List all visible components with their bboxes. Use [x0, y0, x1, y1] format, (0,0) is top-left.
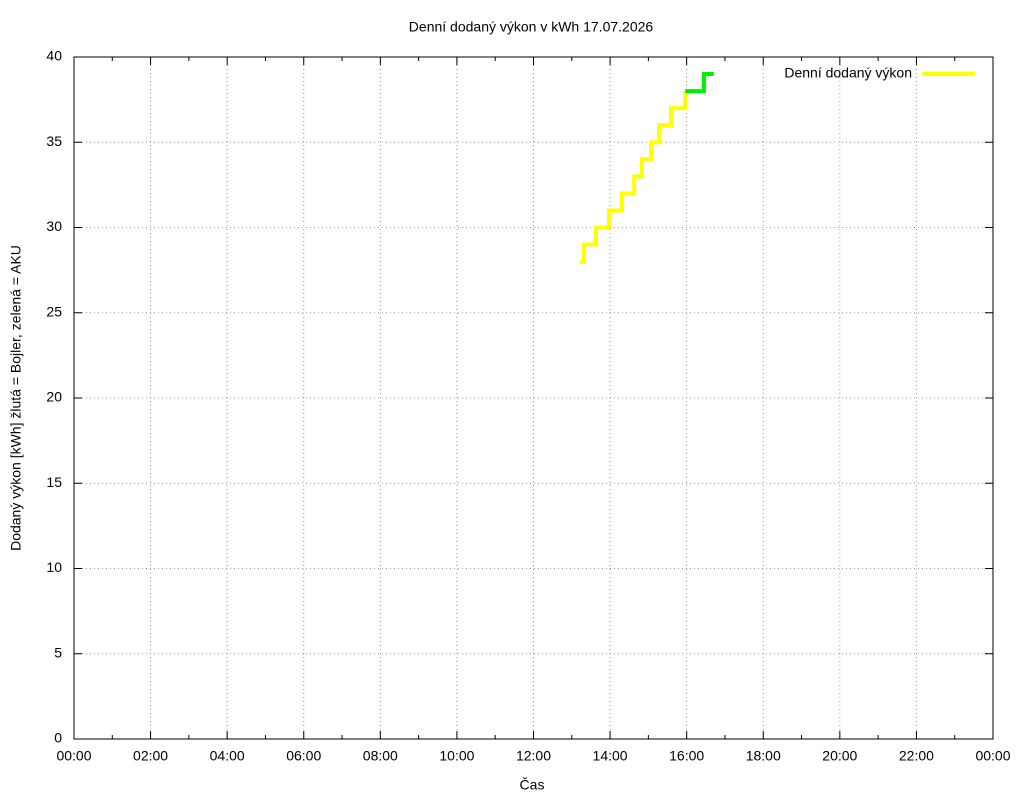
y-tick-label: 15	[46, 474, 62, 490]
x-tick-label: 06:00	[286, 748, 321, 764]
y-tick-label: 10	[46, 559, 62, 575]
chart-title: Denní dodaný výkon v kWh 17.07.2026	[409, 19, 654, 35]
series-line	[685, 72, 714, 94]
x-tick-label: 08:00	[363, 748, 398, 764]
x-tick-label: 04:00	[210, 748, 245, 764]
x-tick-label: 22:00	[899, 748, 934, 764]
y-axis-label: Dodaný výkon [kWh] žlutá = Bojler, zelen…	[8, 245, 24, 551]
y-tick-label: 25	[46, 303, 62, 319]
plot-frame	[73, 56, 994, 740]
x-tick-label: 20:00	[822, 748, 857, 764]
legend-label: Denní dodaný výkon	[784, 65, 912, 81]
x-tick-label: 02:00	[133, 748, 168, 764]
x-tick-label: 10:00	[439, 748, 474, 764]
x-axis-label: Čas	[520, 777, 545, 793]
y-tick-label: 30	[46, 218, 62, 234]
x-tick-label: 00:00	[975, 748, 1010, 764]
y-tick-label: 40	[46, 48, 62, 64]
y-tick-label: 35	[46, 133, 62, 149]
x-tick-label: 16:00	[669, 748, 704, 764]
x-tick-label: 00:00	[56, 748, 91, 764]
x-tick-label: 18:00	[746, 748, 781, 764]
x-tick-label: 12:00	[516, 748, 551, 764]
y-tick-label: 0	[54, 730, 62, 746]
y-tick-label: 20	[46, 389, 62, 405]
series-line	[579, 91, 688, 264]
y-tick-label: 5	[54, 644, 62, 660]
x-tick-label: 14:00	[593, 748, 628, 764]
